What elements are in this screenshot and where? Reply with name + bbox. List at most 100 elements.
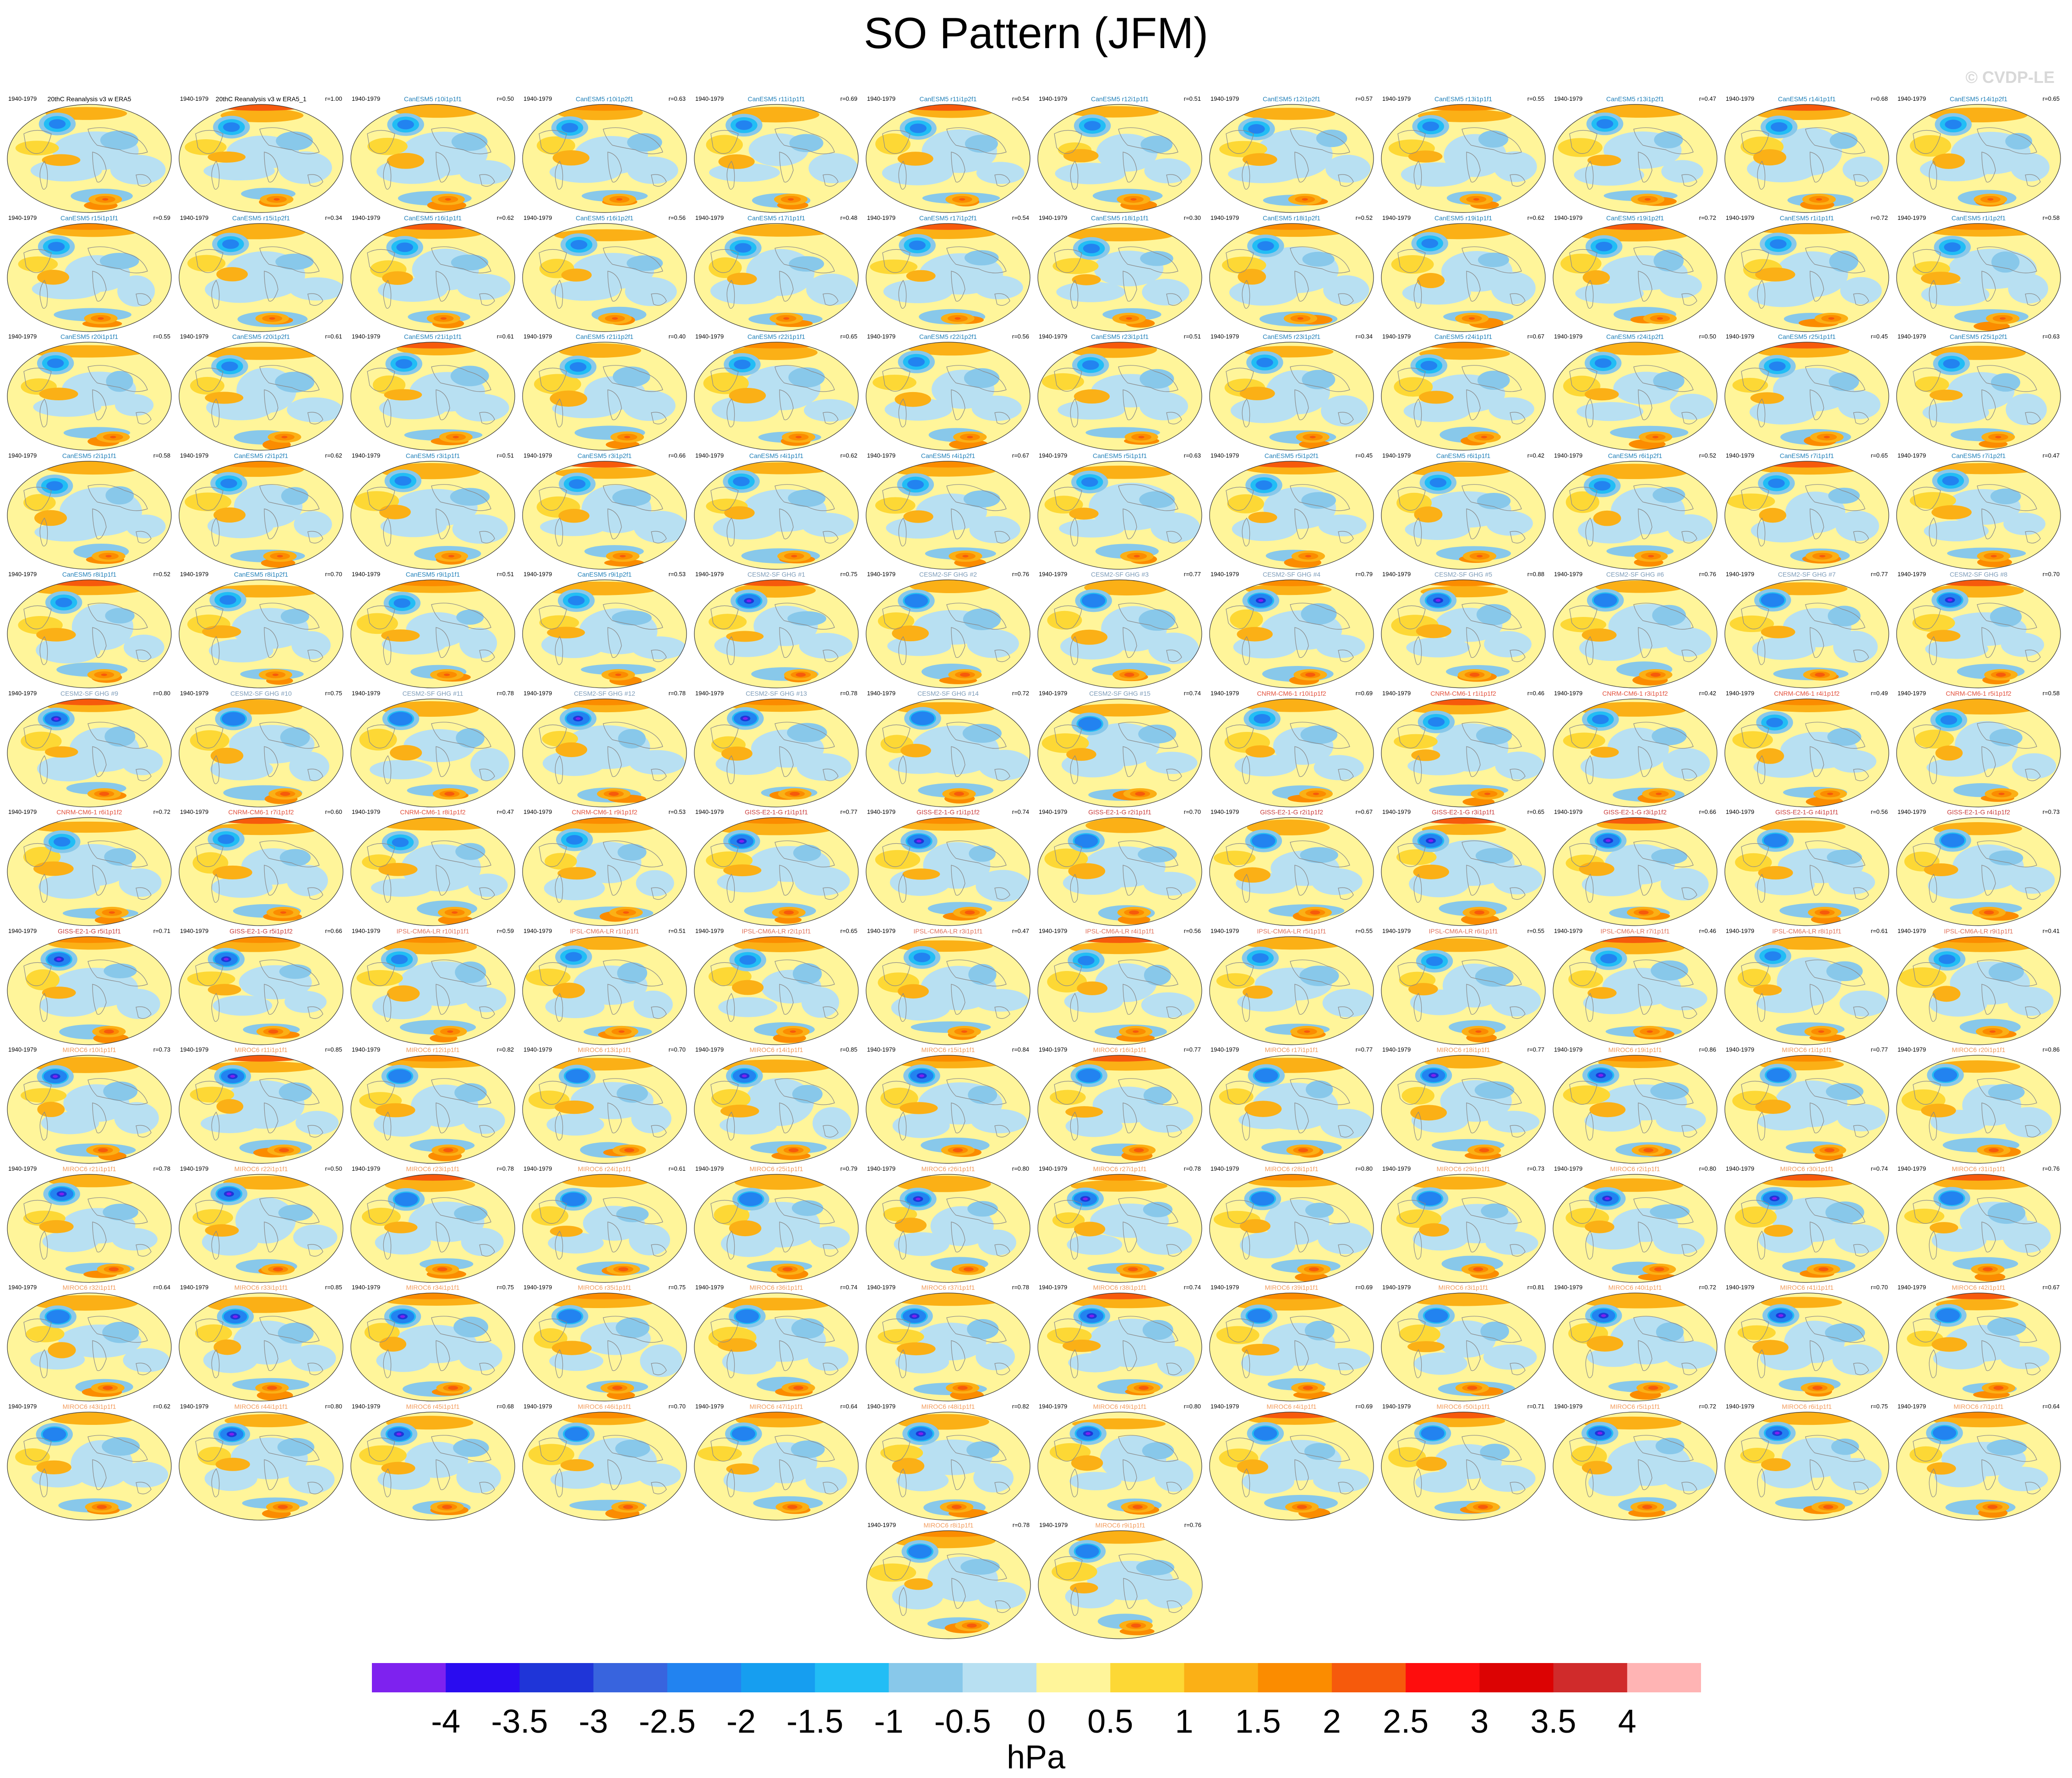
anomaly-region: [895, 1351, 949, 1374]
anomaly-region: [1407, 1176, 1507, 1189]
coastline: [1338, 1363, 1354, 1375]
panel-correlation: r=0.67: [1355, 808, 1373, 815]
anomaly-region: [387, 985, 420, 1002]
anomaly-region: [1055, 163, 1126, 185]
coastline: [951, 746, 965, 777]
map-panel-2: 1940-1979 20thC Reanalysis v3 w ERA5_1 r=1…: [177, 95, 345, 215]
map-panel: [1037, 1293, 1202, 1402]
anomaly-region: [450, 365, 489, 387]
coastline: [607, 508, 622, 539]
anomaly-region: [1237, 627, 1273, 642]
panel-title: CanESM5 r22i1p2f1: [919, 333, 977, 340]
map-panel-67: 1940-1979 CESM2-SF GHG #15 r=0.74: [1036, 690, 1204, 810]
low-pressure-core: [53, 1075, 58, 1078]
high-pressure-core: [1987, 1505, 1998, 1509]
low-pressure-core: [1257, 241, 1274, 251]
panel-title: CanESM5 r2i1p2f1: [234, 452, 289, 459]
anomaly-region: [1654, 131, 1683, 148]
coastline: [946, 484, 1007, 511]
map-panel-25: 1940-1979 CanESM5 r20i1p1f1 r=0.55: [5, 333, 173, 453]
panel-correlation: r=0.55: [1527, 95, 1544, 102]
anomaly-region: [886, 517, 952, 539]
panel-title: CanESM5 r3i1p1f1: [405, 452, 460, 459]
low-pressure-core: [1077, 1069, 1101, 1083]
anomaly-region: [799, 633, 853, 659]
anomaly-region: [42, 1231, 99, 1252]
anomaly-region: [1401, 162, 1472, 187]
coastline: [1853, 1363, 1869, 1375]
map-outline: [1209, 1055, 1374, 1164]
coastline: [779, 1102, 794, 1134]
anomaly-region: [875, 496, 916, 514]
anomaly-region: [1139, 491, 1175, 508]
anomaly-region: [382, 271, 413, 285]
coastline: [1913, 1318, 1941, 1342]
coastline: [1913, 724, 1941, 748]
panel-correlation: r=0.52: [1699, 452, 1716, 459]
anomaly-region: [1495, 751, 1544, 780]
low-pressure-core: [1942, 475, 1959, 485]
high-pressure-core: [1990, 555, 1997, 557]
map-panel: [1209, 698, 1374, 807]
low-pressure-core: [1938, 954, 1956, 964]
panel-period: 1940-1979: [1726, 927, 1755, 934]
map-outline: [1381, 460, 1546, 570]
panel-correlation: r=0.77: [1870, 1046, 1888, 1053]
panel-correlation: r=0.62: [153, 1402, 170, 1410]
anomaly-region: [1921, 283, 1990, 306]
coastline: [946, 603, 1007, 630]
coastline: [211, 993, 220, 1022]
panel-correlation: r=0.62: [1527, 214, 1544, 221]
high-pressure-core: [1989, 1030, 1996, 1033]
high-pressure-core: [1815, 672, 1825, 677]
map-panel: [1209, 817, 1374, 926]
map-outline: [1209, 579, 1374, 688]
panel-title: CanESM5 r5i1p2f1: [1264, 452, 1319, 459]
coastline: [555, 1349, 563, 1378]
panel-period: 1940-1979: [1554, 808, 1583, 815]
high-pressure-core: [453, 436, 459, 438]
coastline: [1290, 840, 1350, 867]
panel-period: 1940-1979: [523, 1165, 552, 1172]
map-outline: [1037, 342, 1202, 451]
panel-period: 1940-1979: [1898, 333, 1926, 340]
panel-title: IPSL-CM6A-LR r10i1p1f1: [396, 927, 469, 935]
map-panel-121: 1940-1979 MIROC6 r32i1p1f1 r=0.64: [5, 1284, 173, 1404]
map-panel: [7, 1293, 172, 1402]
map-outline: [179, 342, 344, 451]
coastline: [539, 1437, 567, 1462]
panel-title: CNRM-CM6-1 r10i1p1f2: [1257, 689, 1326, 697]
panel-correlation: r=0.55: [1527, 927, 1544, 934]
panel-correlation: r=0.65: [840, 333, 857, 340]
coastline: [1981, 746, 1996, 777]
map-panel-118: 1940-1979 MIROC6 r2i1p1f1 r=0.80: [1551, 1165, 1719, 1285]
map-panel: [179, 342, 344, 451]
coastline: [87, 721, 148, 749]
anomaly-region: [1325, 154, 1371, 183]
high-pressure-core: [1304, 1030, 1310, 1033]
anomaly-region: [1827, 605, 1861, 627]
coastline: [136, 174, 152, 187]
panel-title: CESM2-SF GHG #6: [1606, 571, 1664, 578]
anomaly-region: [1835, 510, 1879, 541]
anomaly-region: [1926, 630, 1961, 642]
panel-title: CESM2-SF GHG #7: [1778, 571, 1836, 578]
map-panel-122: 1940-1979 MIROC6 r33i1p1f1 r=0.85: [177, 1284, 345, 1404]
anomaly-region: [36, 1460, 71, 1474]
high-pressure-core: [1297, 1505, 1307, 1509]
anomaly-region: [1396, 849, 1437, 865]
coastline: [1981, 983, 1996, 1014]
anomaly-region: [1074, 389, 1110, 404]
coastline: [555, 993, 563, 1022]
panel-correlation: r=0.52: [153, 571, 170, 578]
panel-period: 1940-1979: [1554, 1402, 1583, 1410]
anomaly-region: [1071, 629, 1108, 645]
map-panel: [7, 104, 172, 213]
low-pressure-core: [223, 122, 240, 132]
coastline: [603, 127, 663, 154]
map-panel-145: 1940-1979 MIROC6 r8i1p1f1 r=0.78: [865, 1522, 1032, 1642]
high-pressure-core: [97, 1505, 107, 1509]
anomaly-region: [387, 153, 425, 169]
map-panel-24: 1940-1979 CanESM5 r1i1p2f1 r=0.58: [1895, 214, 2062, 334]
map-panel-53: 1940-1979 CESM2-SF GHG #1 r=0.75: [692, 571, 860, 691]
